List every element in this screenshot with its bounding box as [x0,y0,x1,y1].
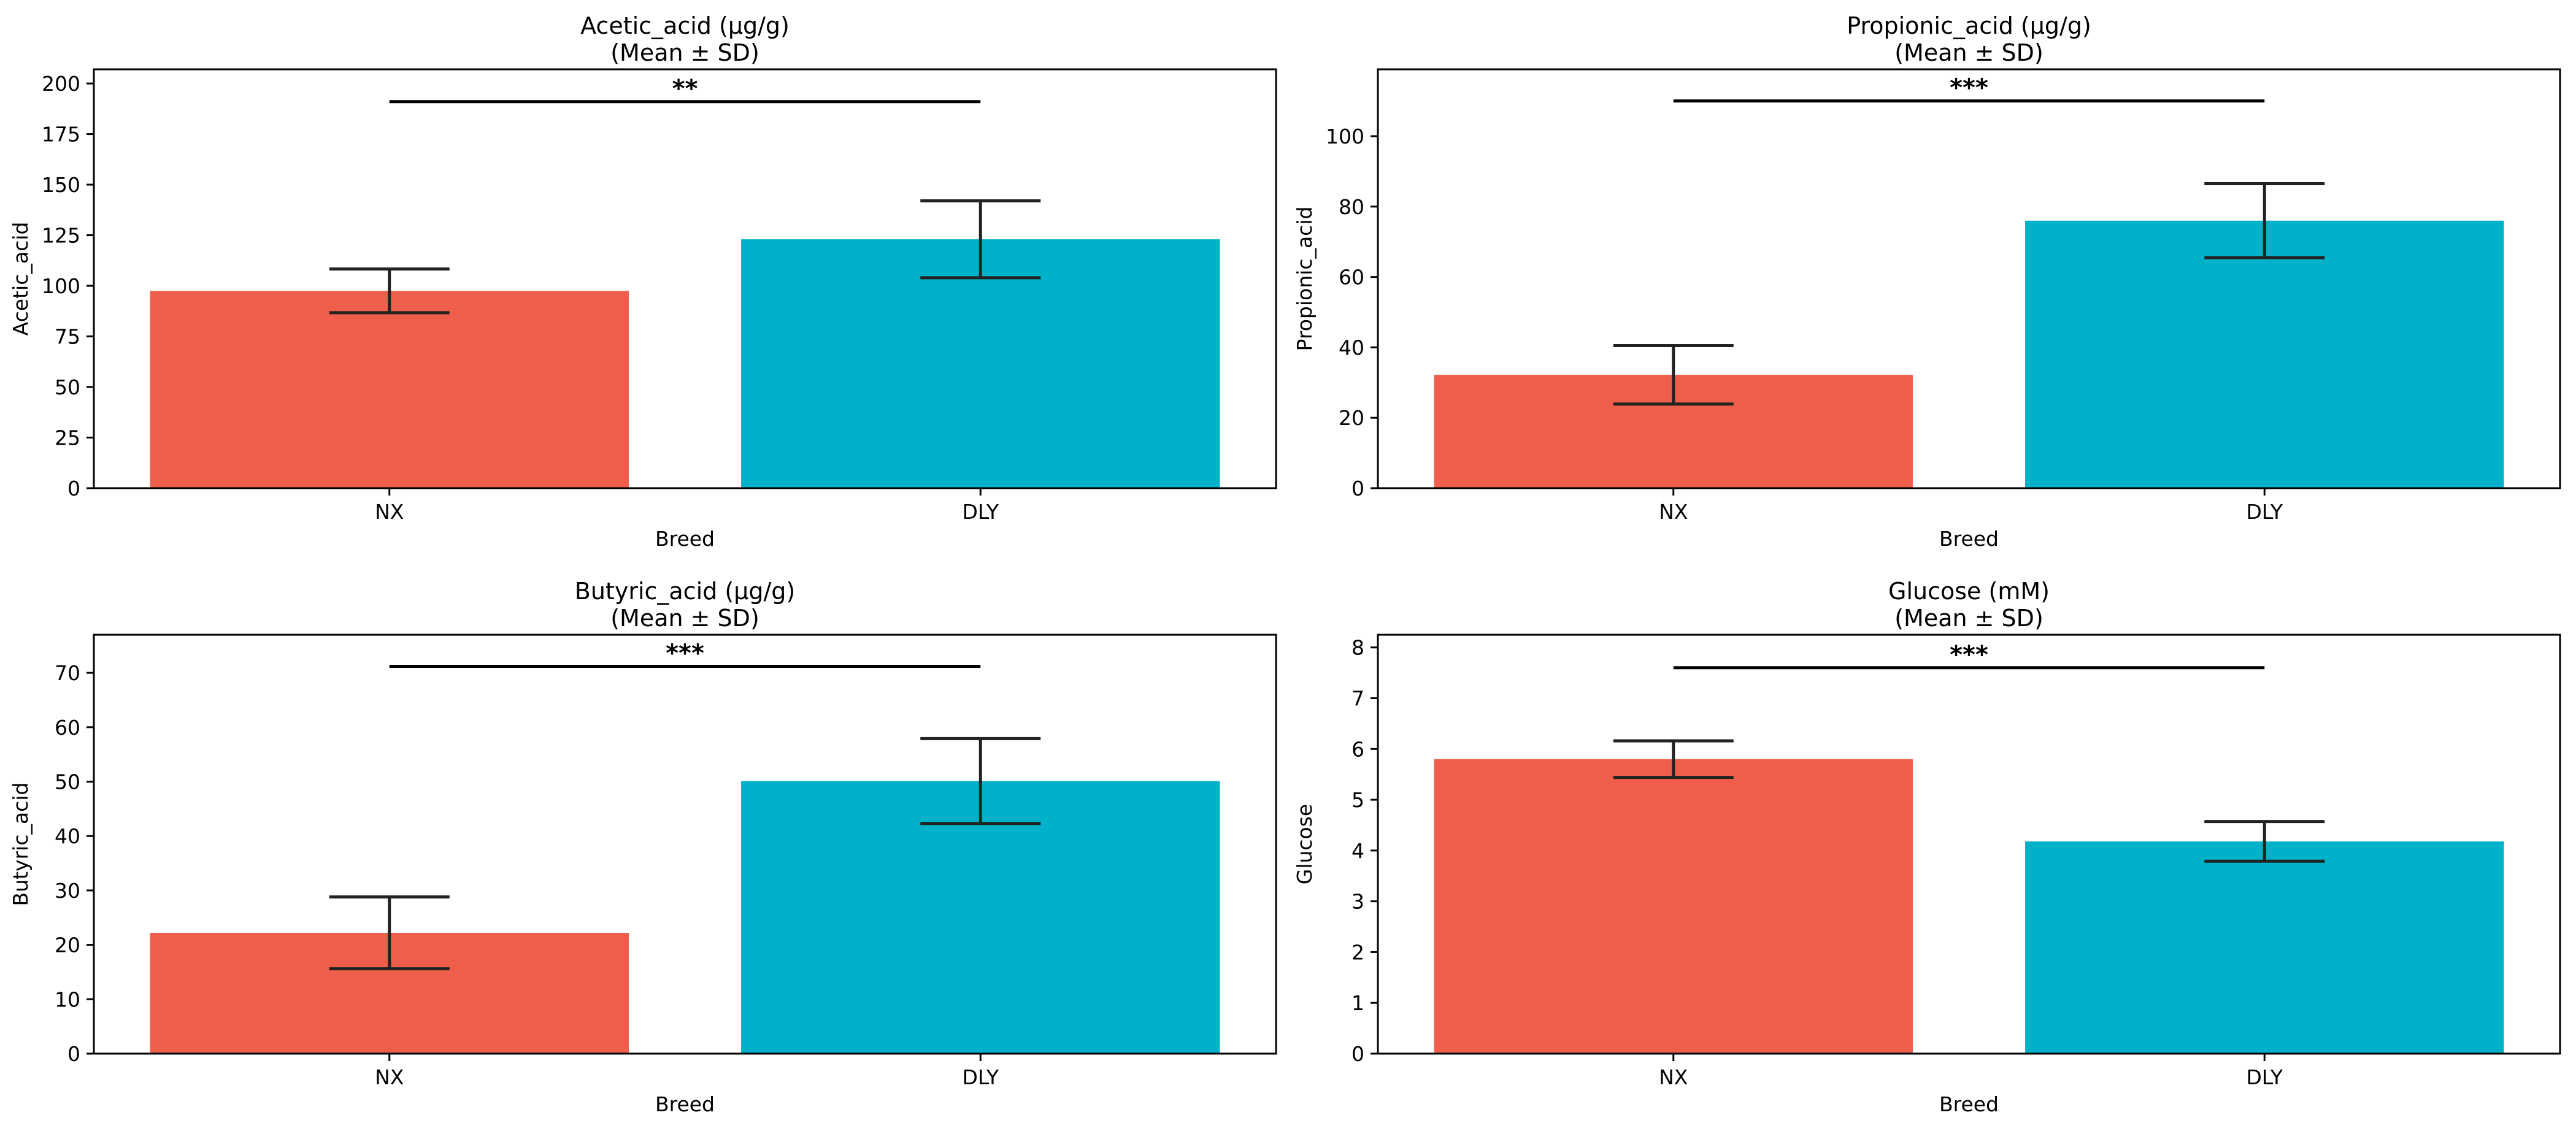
axes-frame [93,634,1277,1055]
y-tick-label: 70 [55,661,80,685]
significance-label: ** [672,75,698,103]
y-tick-label: 5 [1351,788,1364,812]
y-tick-label: 0 [67,477,80,500]
y-tick-label: 8 [1351,636,1364,660]
errorbar-dly [2204,182,2325,259]
y-tick-label: 10 [55,987,80,1011]
y-axis-label: Propionic_acid [1293,207,1317,351]
significance-label: *** [666,639,704,667]
y-tick-label: 75 [55,325,80,349]
significance-label: *** [1950,641,1988,669]
x-tick-label-dly: DLY [962,500,999,524]
x-tick-label-nx: NX [1659,500,1688,524]
y-tick-label: 150 [42,173,80,197]
bar-dly [2025,220,2504,488]
chart-panel-4: Glucose (mM)(Mean ± SD) *** 0 1 2 3 4 5 6 7 8 NX DLY… [1293,578,2561,1116]
y-tick-label: 0 [1351,1042,1364,1066]
y-tick-label: 25 [55,426,80,450]
y-axis-label: Butyric_acid [9,783,33,906]
y-tick-label: 125 [42,224,80,248]
y-tick-label: 6 [1351,737,1364,761]
errorbar-nx [1613,739,1734,779]
y-tick-label: 200 [42,72,80,96]
y-tick-label: 60 [55,716,80,740]
errorbar-nx [329,267,450,315]
x-tick-label-dly: DLY [2246,500,2283,524]
y-tick-label: 7 [1351,686,1364,710]
chart-title: Glucose (mM) [1888,578,2050,605]
x-tick-label-dly: DLY [2246,1065,2283,1089]
chart-subtitle: (Mean ± SD) [1894,605,2043,632]
y-axis-label: Acetic_acid [9,222,33,336]
y-tick-label: 20 [1339,406,1364,430]
chart-title: Propionic_acid (µg/g) [1847,12,2091,39]
y-tick-label: 1 [1351,991,1364,1015]
y-tick-label: 4 [1351,839,1364,863]
chart-panel-1: Acetic_acid (µg/g)(Mean ± SD) ** 0 25 50 75 10… [9,12,1277,551]
chart-title: Butyric_acid (µg/g) [575,578,795,605]
y-tick-label: 3 [1351,890,1364,914]
y-tick-label: 80 [1339,195,1364,219]
chart-subtitle: (Mean ± SD) [610,39,759,66]
y-tick-label: 0 [1351,477,1364,500]
errorbar-dly [2204,820,2325,863]
y-tick-label: 20 [55,933,80,957]
chart-panel-3: Butyric_acid (µg/g)(Mean ± SD) *** 0 10 20 30… [9,578,1277,1116]
bar-dly [741,239,1220,488]
x-tick-label-nx: NX [375,1065,404,1089]
y-tick-label: 30 [55,879,80,903]
y-tick-label: 40 [1339,335,1364,359]
x-axis-label: Breed [655,527,715,551]
x-tick-label-nx: NX [1659,1065,1688,1089]
bar-dly [741,781,1220,1054]
axes-frame [1377,634,2561,1055]
errorbar-dly [920,199,1041,280]
y-tick-label: 60 [1339,266,1364,289]
x-axis-label: Breed [655,1092,715,1116]
y-tick-label: 175 [42,123,80,147]
y-tick-label: 50 [55,770,80,794]
x-axis-label: Breed [1939,527,1999,551]
errorbar-nx [1613,344,1734,406]
axes-frame [93,68,1277,489]
y-tick-label: 100 [1326,124,1364,148]
bar-nx [1434,759,1913,1054]
x-tick-label-dly: DLY [962,1065,999,1089]
chart-subtitle: (Mean ± SD) [610,605,759,632]
chart-panel-2: Propionic_acid (µg/g)(Mean ± SD) *** 0 20 40… [1293,12,2561,551]
y-axis-label: Glucose [1293,804,1317,884]
errorbar-dly [920,737,1041,825]
y-tick-label: 2 [1351,940,1364,964]
errorbar-nx [329,895,450,971]
chart-subtitle: (Mean ± SD) [1894,39,2043,66]
y-tick-label: 40 [55,824,80,848]
axes-frame [1377,68,2561,489]
chart-title: Acetic_acid (µg/g) [580,12,790,39]
significance-label: *** [1950,74,1988,102]
y-tick-label: 0 [67,1042,80,1066]
bar-dly [2025,841,2504,1054]
y-tick-label: 100 [42,274,80,298]
x-axis-label: Breed [1939,1092,1999,1116]
bar-nx [150,291,629,488]
y-tick-label: 50 [55,375,80,399]
x-tick-label-nx: NX [375,500,404,524]
